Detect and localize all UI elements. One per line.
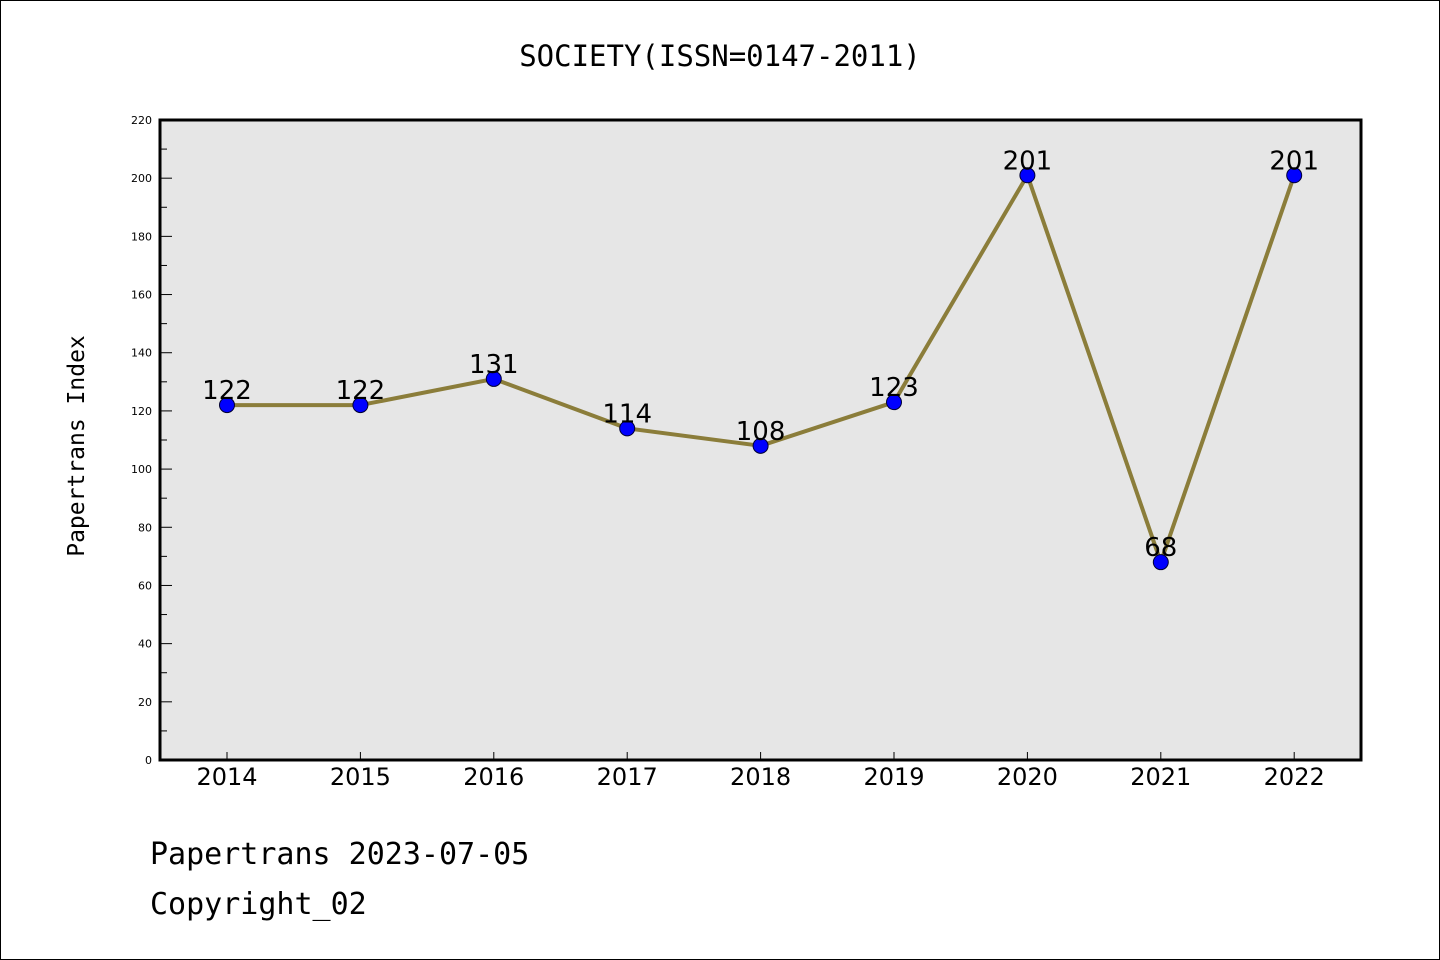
data-label: 123 [869, 373, 919, 403]
x-tick-label: 2017 [597, 763, 658, 791]
data-point [1286, 167, 1303, 184]
data-label: 68 [1144, 533, 1177, 563]
data-point [1019, 167, 1036, 184]
data-label: 122 [336, 376, 386, 406]
data-point [1152, 554, 1169, 571]
data-label: 108 [736, 417, 786, 447]
y-tick-label: 20 [138, 696, 152, 709]
data-point [219, 397, 235, 414]
y-tick-label: 220 [131, 114, 152, 127]
y-tick-label: 200 [131, 172, 152, 185]
data-label: 201 [1269, 146, 1319, 176]
x-tick-label: 2021 [1130, 763, 1191, 791]
data-point [352, 397, 369, 414]
data-label: 201 [1003, 146, 1053, 176]
y-tick-label: 60 [138, 579, 152, 592]
y-tick-label: 120 [131, 405, 152, 418]
y-tick-label: 0 [145, 754, 152, 767]
y-tick-label: 100 [131, 463, 152, 476]
data-point [752, 437, 769, 454]
footer-date: Papertrans 2023-07-05 [150, 837, 529, 872]
x-tick-label: 2019 [863, 763, 924, 791]
data-label: 114 [602, 399, 652, 429]
data-point [485, 370, 502, 387]
y-tick-label: 40 [138, 638, 152, 651]
y-tick-label: 160 [131, 289, 152, 302]
x-tick-label: 2014 [196, 763, 257, 791]
y-tick-label: 180 [131, 230, 152, 243]
y-tick-label: 140 [131, 347, 152, 360]
x-axis: 2014 2015 2016 2017 2018 2019 2020 2021 2022 [196, 752, 1325, 791]
chart-title: SOCIETY(ISSN=0147-2011) [519, 39, 921, 73]
x-tick-label: 2020 [997, 763, 1058, 791]
data-labels-group: 122 122 131 114 108 123 201 68 201 [202, 146, 1319, 563]
y-axis: 0 20 40 60 80 100 120 140 160 180 200 220 [131, 114, 172, 767]
data-label: 131 [469, 350, 519, 380]
data-point [886, 394, 902, 411]
x-tick-label: 2022 [1264, 763, 1325, 791]
data-point [619, 420, 636, 437]
x-tick-label: 2018 [730, 763, 791, 791]
data-label: 122 [202, 376, 252, 406]
series-markers-group [219, 167, 1303, 571]
y-tick-label: 80 [138, 521, 152, 534]
x-tick-label: 2016 [463, 763, 524, 791]
x-tick-label: 2015 [330, 763, 391, 791]
y-axis-label: Papertrans Index [64, 335, 90, 557]
footer-copyright: Copyright_02 [150, 887, 367, 922]
